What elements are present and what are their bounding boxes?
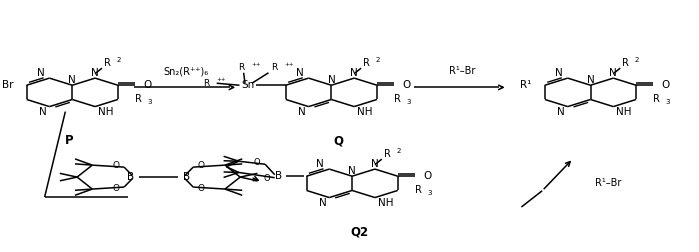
Text: N: N xyxy=(586,75,594,85)
Text: O: O xyxy=(143,80,152,90)
Text: ++: ++ xyxy=(217,78,226,82)
Text: Sn₂(R⁺⁺)₆: Sn₂(R⁺⁺)₆ xyxy=(164,66,209,76)
Text: R: R xyxy=(363,58,370,68)
Text: Br: Br xyxy=(1,80,13,90)
Text: O: O xyxy=(113,184,120,193)
Text: N: N xyxy=(350,68,358,78)
Text: 3: 3 xyxy=(665,100,670,106)
Text: R: R xyxy=(203,79,210,88)
Text: N: N xyxy=(371,159,379,169)
Text: 2: 2 xyxy=(375,57,380,63)
Text: 3: 3 xyxy=(147,100,152,106)
Text: O: O xyxy=(661,80,670,90)
Text: Q: Q xyxy=(333,135,343,147)
Text: R: R xyxy=(415,185,422,196)
Text: O: O xyxy=(198,161,205,170)
Text: N: N xyxy=(91,68,99,78)
Text: 2: 2 xyxy=(635,57,639,63)
Text: NH: NH xyxy=(98,107,113,117)
Text: N: N xyxy=(319,198,326,208)
Text: R: R xyxy=(654,94,661,105)
Text: O: O xyxy=(423,171,431,181)
Text: ++: ++ xyxy=(251,62,261,67)
Text: N: N xyxy=(557,107,565,117)
Text: NH: NH xyxy=(616,107,631,117)
Text: N: N xyxy=(296,68,303,78)
Text: R: R xyxy=(394,94,401,105)
Text: 2: 2 xyxy=(116,57,121,63)
Text: O: O xyxy=(403,80,410,90)
Text: R¹–Br: R¹–Br xyxy=(595,178,621,188)
Text: O: O xyxy=(113,161,120,170)
Text: O: O xyxy=(263,174,270,183)
Text: B: B xyxy=(127,172,134,182)
Text: O: O xyxy=(254,159,260,168)
Text: O: O xyxy=(198,184,205,193)
Text: R: R xyxy=(384,149,391,159)
Text: N: N xyxy=(610,68,617,78)
Text: ++: ++ xyxy=(284,62,294,67)
Text: R: R xyxy=(622,58,629,68)
Text: N: N xyxy=(69,75,76,85)
Text: 3: 3 xyxy=(407,100,411,106)
Text: N: N xyxy=(317,159,324,169)
Text: R: R xyxy=(135,94,142,105)
Text: Sn: Sn xyxy=(241,80,254,90)
Text: R¹: R¹ xyxy=(520,80,531,90)
Text: 2: 2 xyxy=(396,148,401,154)
Text: N: N xyxy=(38,107,46,117)
Text: R: R xyxy=(238,63,244,72)
Text: R: R xyxy=(271,63,278,72)
Text: NH: NH xyxy=(356,107,373,117)
Text: N: N xyxy=(298,107,305,117)
Text: N: N xyxy=(555,68,563,78)
Text: Q2: Q2 xyxy=(350,226,368,238)
Text: R: R xyxy=(104,58,111,68)
Text: N: N xyxy=(328,75,336,85)
Text: 3: 3 xyxy=(427,191,432,197)
Text: P: P xyxy=(64,135,73,147)
Text: NH: NH xyxy=(377,198,393,208)
Text: R¹–Br: R¹–Br xyxy=(449,66,476,76)
Text: N: N xyxy=(36,68,44,78)
Text: B: B xyxy=(183,172,191,182)
Text: B: B xyxy=(275,171,282,181)
Text: N: N xyxy=(348,166,356,176)
